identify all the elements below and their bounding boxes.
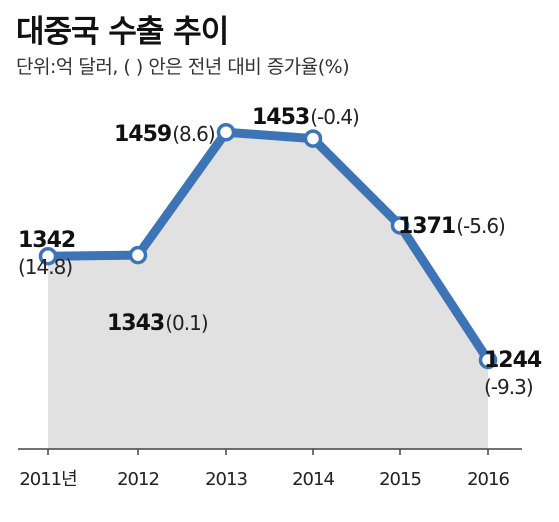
data-value-label: 1459 — [114, 122, 171, 147]
data-label: 1453(-0.4) — [252, 105, 359, 130]
data-value-label: 1343 — [107, 311, 164, 336]
data-change-label: (-9.3) — [484, 375, 533, 399]
data-point-marker — [303, 129, 323, 148]
data-change-label: (-5.6) — [456, 214, 505, 238]
data-point-marker — [38, 246, 58, 266]
x-tick-label: 2016 — [467, 469, 509, 490]
data-label: 1459(8.6) — [114, 122, 215, 147]
area-fill — [48, 132, 488, 449]
x-axis: 2011년 2012 2013 2014 2015 2016 — [18, 448, 522, 490]
x-tick-label: 2012 — [117, 469, 159, 490]
data-point-marker — [128, 245, 148, 265]
data-point-marker — [390, 216, 410, 235]
data-change-label: (14.8) — [18, 255, 72, 279]
x-tick-label: 2015 — [379, 469, 421, 490]
data-change-label: (0.1) — [165, 311, 208, 335]
x-tick-label: 2014 — [292, 469, 334, 490]
data-point-marker — [216, 122, 236, 142]
chart-title: 대중국 수출 추이 — [16, 14, 229, 50]
data-change-label: (8.6) — [172, 122, 215, 146]
data-value-label: 1342 — [18, 228, 75, 253]
line-layer — [43, 127, 493, 365]
chart-subtitle: 단위:억 달러, ( ) 안은 전년 대비 증가율(%) — [16, 56, 350, 78]
data-label-layer: 1342(14.8) 1343(0.1) 1459(8.6) 1453(-0.4) 13… — [18, 105, 543, 399]
x-tick-label: 2011년 — [19, 469, 76, 490]
marker-layer — [38, 122, 498, 370]
data-label: 1371(-5.6) — [398, 214, 505, 239]
area-fill-layer — [48, 132, 488, 449]
data-value-label: 1371 — [398, 214, 455, 239]
data-change-label: (-0.4) — [310, 105, 359, 129]
data-value-label: 1244 — [484, 348, 542, 373]
data-point-marker — [478, 350, 498, 370]
data-value-label: 1453 — [252, 105, 309, 130]
series-line — [43, 127, 493, 365]
x-tick-label: 2013 — [205, 469, 247, 490]
data-label: 1343(0.1) — [107, 311, 208, 336]
